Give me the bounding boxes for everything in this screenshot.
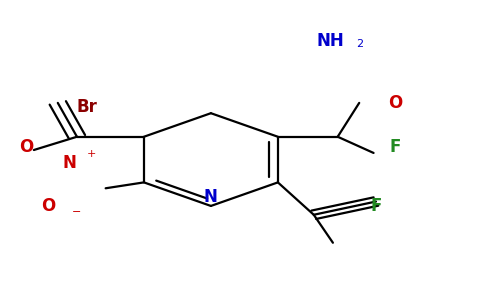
Text: −: − xyxy=(72,207,82,217)
Text: O: O xyxy=(19,138,34,156)
Text: N: N xyxy=(204,188,218,206)
Text: 2: 2 xyxy=(356,39,363,49)
Text: NH: NH xyxy=(317,32,345,50)
Text: F: F xyxy=(390,138,401,156)
Text: O: O xyxy=(388,94,402,112)
Text: N: N xyxy=(63,154,76,172)
Text: F: F xyxy=(370,197,382,215)
Text: Br: Br xyxy=(76,98,97,116)
Text: +: + xyxy=(87,149,96,159)
Text: O: O xyxy=(41,197,55,215)
